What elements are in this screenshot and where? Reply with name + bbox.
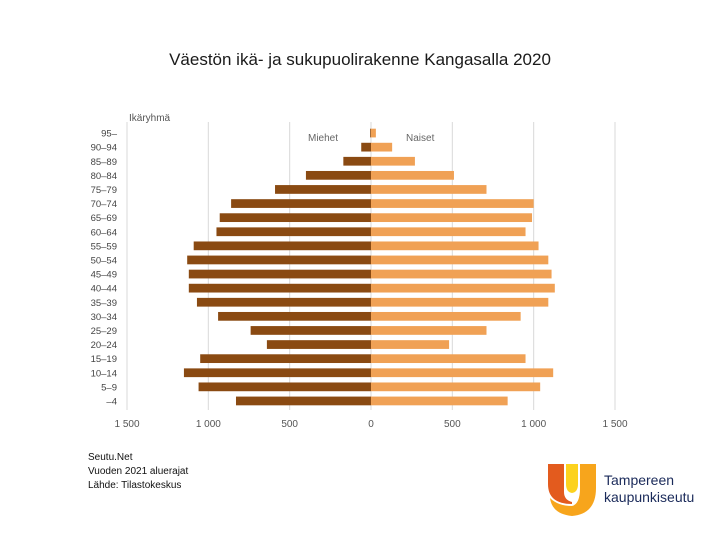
footer-line-1: Seutu.Net bbox=[88, 452, 133, 463]
x-tick-label: 1 000 bbox=[196, 419, 221, 430]
bar-women bbox=[371, 340, 450, 349]
x-tick-label: 0 bbox=[368, 419, 374, 430]
bar-men bbox=[193, 241, 371, 251]
chart-title: Väestön ikä- ja sukupuolirakenne Kangasa… bbox=[169, 50, 551, 69]
x-tick-labels: 1 500 1 000 500 0 500 1 000 1 500 bbox=[114, 419, 627, 430]
legend-women: Naiset bbox=[406, 133, 435, 144]
y-tick-label: 15–19 bbox=[91, 354, 117, 365]
x-tick-label: 500 bbox=[281, 419, 298, 430]
y-tick-label: 30–34 bbox=[91, 312, 117, 323]
bar-men bbox=[275, 185, 371, 194]
footer-line-2: Vuoden 2021 aluerajat bbox=[88, 466, 189, 477]
y-tick-label: 65–69 bbox=[91, 213, 117, 224]
bar-men bbox=[343, 156, 371, 166]
y-tick-label: 70–74 bbox=[91, 199, 117, 210]
x-tick-label: 500 bbox=[444, 419, 461, 430]
bar-women bbox=[371, 128, 376, 138]
bar-women bbox=[371, 241, 539, 251]
y-tick-label: 35–39 bbox=[91, 298, 117, 309]
y-tick-label: 55–59 bbox=[91, 241, 117, 252]
bars bbox=[183, 128, 555, 406]
y-tick-label: 60–64 bbox=[91, 227, 117, 238]
bar-men bbox=[198, 382, 371, 392]
y-tick-label: 25–29 bbox=[91, 326, 117, 337]
bar-men bbox=[188, 269, 371, 279]
bar-women bbox=[371, 170, 454, 180]
bar-men bbox=[235, 396, 371, 406]
y-tick-label: 80–84 bbox=[91, 171, 117, 182]
y-tick-label: 50–54 bbox=[91, 255, 117, 266]
logo-text-line-2: kaupunkiseutu bbox=[604, 489, 695, 505]
bar-men bbox=[187, 255, 371, 265]
y-tick-label: 40–44 bbox=[91, 284, 117, 295]
y-tick-label: 10–14 bbox=[91, 368, 117, 379]
bar-men bbox=[231, 199, 371, 208]
bar-women bbox=[371, 227, 526, 237]
bar-men bbox=[219, 213, 371, 223]
legend-men: Miehet bbox=[308, 133, 338, 144]
bar-men bbox=[200, 354, 371, 364]
bar-women bbox=[371, 255, 549, 265]
bar-women bbox=[371, 354, 526, 364]
y-tick-label: 85–89 bbox=[91, 157, 117, 168]
y-tick-labels: 95– 90–94 85–89 80–84 75–79 70–74 65–69 60–64 55… bbox=[91, 129, 118, 408]
y-tick-label: 95– bbox=[101, 129, 118, 140]
bar-men bbox=[188, 283, 371, 293]
x-tick-label: 1 500 bbox=[602, 419, 627, 430]
bar-women bbox=[371, 269, 552, 279]
bar-men bbox=[218, 311, 371, 321]
bar-women bbox=[371, 199, 534, 208]
bar-men bbox=[305, 170, 371, 180]
bar-men bbox=[216, 227, 371, 237]
bar-men bbox=[196, 297, 371, 307]
y-tick-label: 90–94 bbox=[91, 143, 117, 154]
bar-women bbox=[371, 156, 415, 166]
x-tick-label: 1 500 bbox=[114, 419, 139, 430]
y-axis-label: Ikäryhmä bbox=[129, 113, 171, 124]
bar-women bbox=[371, 142, 393, 152]
logo-mark-icon bbox=[548, 464, 596, 516]
footer-line-3: Lähde: Tilastokeskus bbox=[88, 480, 182, 491]
y-tick-label: 20–24 bbox=[91, 340, 117, 351]
y-tick-label: 75–79 bbox=[91, 185, 117, 196]
y-tick-label: 5–9 bbox=[101, 382, 117, 393]
bar-men bbox=[250, 326, 371, 335]
bar-women bbox=[371, 368, 554, 378]
logo-text-line-1: Tampereen bbox=[604, 472, 675, 488]
bar-women bbox=[371, 311, 521, 321]
x-tick-label: 1 000 bbox=[521, 419, 546, 430]
y-tick-label: –4 bbox=[106, 396, 117, 407]
bar-men bbox=[361, 142, 371, 152]
bar-men bbox=[266, 340, 371, 349]
bar-women bbox=[371, 213, 533, 223]
bar-women bbox=[371, 297, 549, 307]
bar-men bbox=[183, 368, 371, 378]
bar-women bbox=[371, 185, 487, 194]
y-tick-label: 45–49 bbox=[91, 270, 117, 281]
bar-women bbox=[371, 326, 487, 335]
footer-source: Seutu.Net Vuoden 2021 aluerajat Lähde: T… bbox=[88, 451, 188, 493]
bar-women bbox=[371, 396, 508, 406]
tampereen-kaupunkiseutu-logo: Tampereen kaupunkiseutu bbox=[546, 462, 706, 518]
bar-women bbox=[371, 382, 541, 392]
bar-men bbox=[370, 128, 371, 138]
bar-women bbox=[371, 283, 555, 293]
